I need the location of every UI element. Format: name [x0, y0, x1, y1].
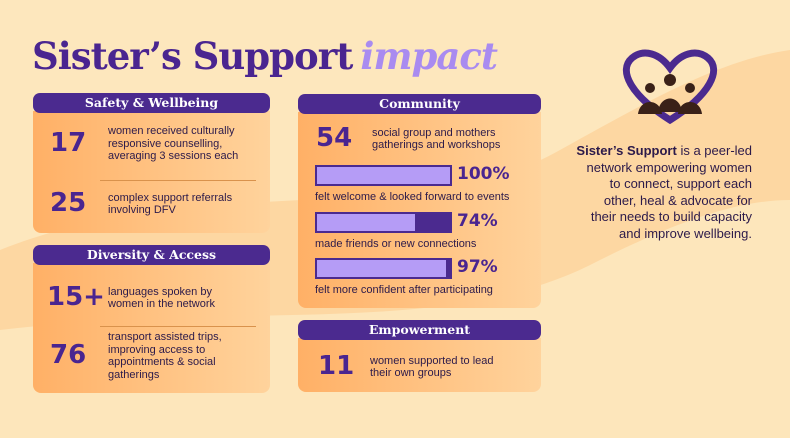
progress-caption: made friends or new connections: [315, 237, 477, 250]
about-text: other, heal & advocate for: [603, 192, 752, 208]
progress-bar: [317, 167, 450, 184]
progress-caption: felt welcome & looked forward to events: [315, 191, 510, 203]
progress-label: 74%: [457, 210, 498, 231]
stat-text: women received culturally: [108, 125, 235, 138]
stat-text: responsive counselling,: [108, 137, 223, 150]
about-text: is a peer-led: [680, 143, 752, 158]
progress-track: [315, 165, 452, 186]
stat-text: appointments & social: [108, 356, 216, 368]
stat-number: 17: [50, 128, 87, 158]
stat-text: gatherings and workshops: [372, 139, 501, 151]
divider: [100, 326, 256, 327]
about-text: their needs to build capacity: [590, 209, 752, 224]
progress-track: [315, 211, 452, 233]
stat-number: 76: [50, 340, 87, 370]
stat-text: transport assisted trips,: [108, 331, 222, 343]
stat-text: involving DFV: [108, 204, 176, 216]
card-body: [33, 111, 270, 233]
stat-text: women in the network: [108, 298, 215, 310]
about-text: to connect, support each: [609, 176, 752, 191]
stat-text: improving access to: [108, 343, 206, 356]
title: Sister’s Support impact: [32, 34, 498, 78]
stat-number: 15+: [47, 282, 105, 312]
about-line: Sister’s Support is a peer-led: [576, 143, 752, 160]
card-body: [298, 338, 541, 392]
stat-text: averaging 3 sessions each: [108, 150, 239, 163]
progress-bar: [317, 260, 446, 277]
about-text: network empowering women: [586, 159, 752, 175]
stat-text: gatherings: [108, 368, 160, 381]
title-accent: impact: [360, 34, 498, 78]
stat-text: their own groups: [370, 367, 452, 379]
stat-text: social group and mothers: [372, 126, 496, 139]
card-heading: Community: [298, 94, 541, 114]
card-heading: Empowerment: [298, 320, 541, 340]
card-heading: Diversity & Access: [33, 245, 270, 265]
about-text: and improve wellbeing.: [619, 225, 752, 241]
card-body: [33, 263, 270, 393]
about-name: Sister’s Support: [576, 143, 677, 158]
stat-text: complex support referrals: [108, 191, 233, 204]
stat-text: women supported to lead: [370, 354, 494, 367]
progress-caption: felt more confident after participating: [315, 284, 493, 296]
stat-number: 25: [50, 188, 87, 218]
progress-label: 100%: [457, 164, 510, 184]
progress-track: [315, 258, 452, 279]
progress-label: 97%: [457, 257, 498, 277]
title-main: Sister’s Support: [32, 34, 353, 78]
stat-number: 54: [316, 123, 353, 153]
progress-bar: [317, 213, 416, 231]
divider: [100, 180, 256, 181]
card-heading: Safety & Wellbeing: [33, 93, 270, 113]
stat-text: languages spoken by: [108, 285, 212, 298]
about: Sister’s Support is a peer-led network em…: [576, 143, 752, 242]
stat-number: 11: [318, 351, 355, 381]
